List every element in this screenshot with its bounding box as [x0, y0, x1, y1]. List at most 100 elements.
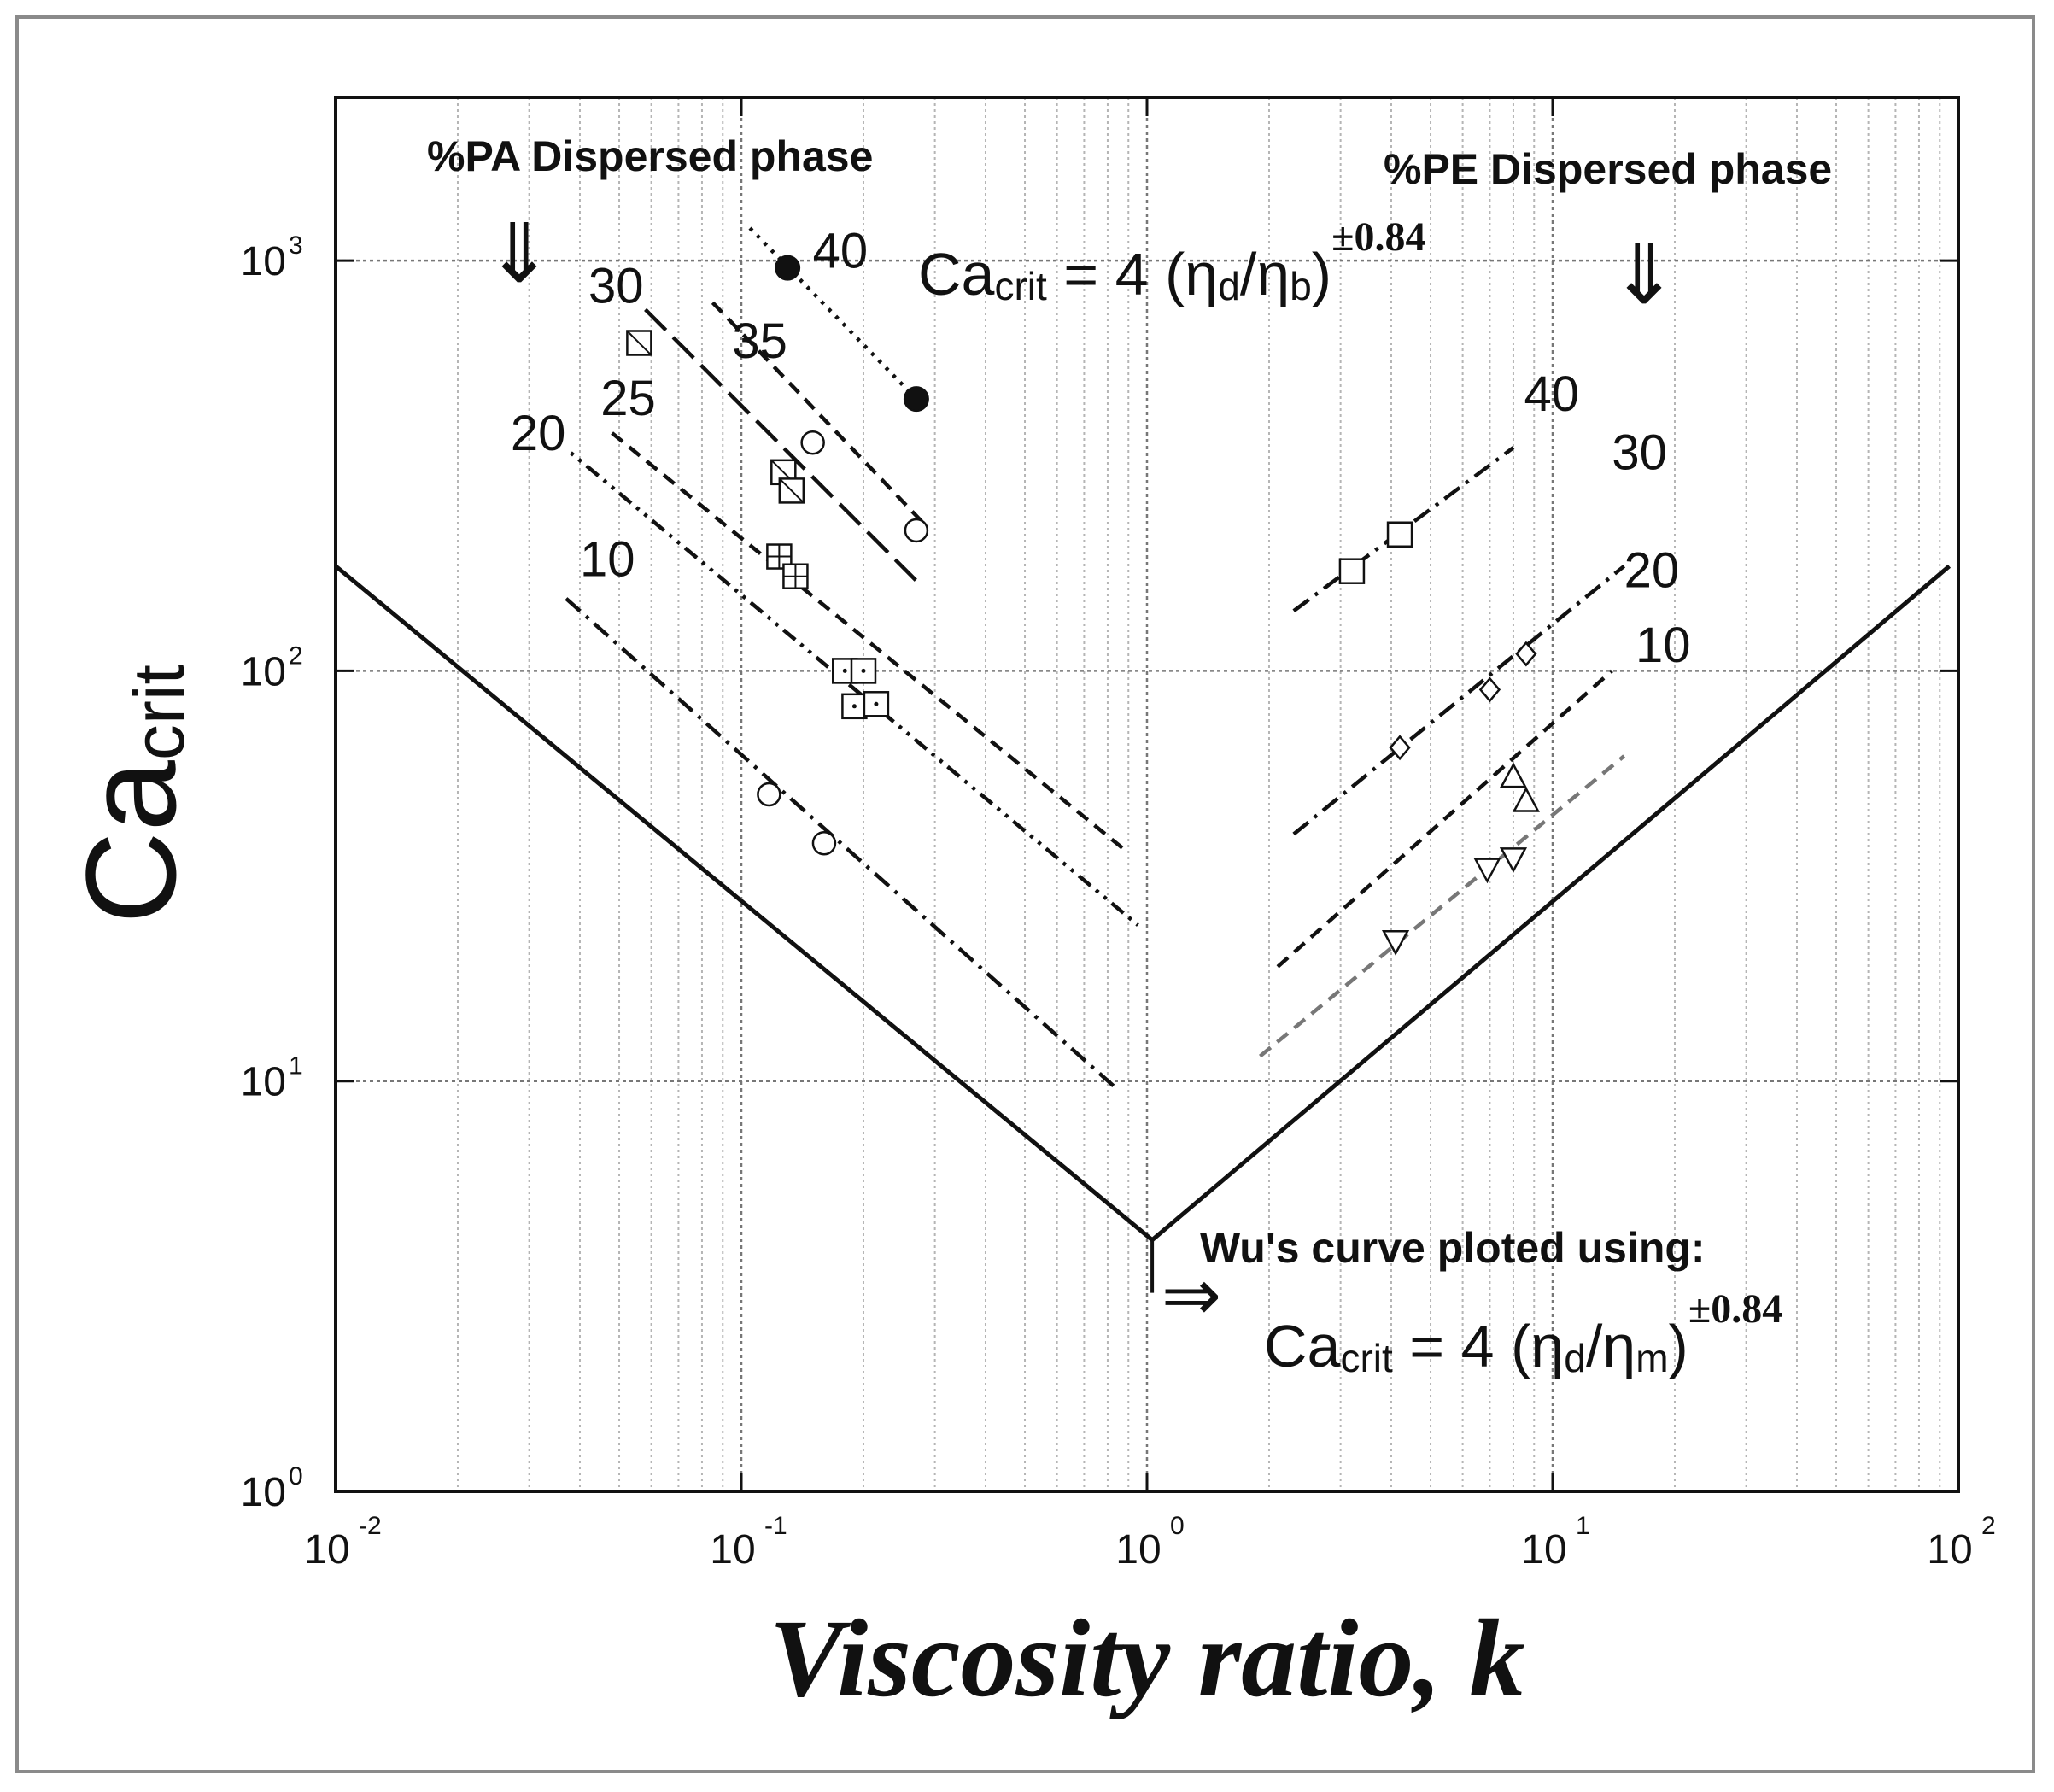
eq-sub-d: d [1564, 1336, 1586, 1380]
y-axis-label-sub: crit [119, 665, 199, 760]
series-pa-25: 25 [600, 371, 1130, 855]
series-pa-30: 30 [588, 258, 924, 589]
equation-blend: Cacrit = 4 (ηd/ηb)±0.84 [918, 214, 1425, 308]
y-tick-label: 10 [241, 649, 286, 694]
data-point-triangle-down [1473, 858, 1501, 884]
series-label: 25 [600, 371, 656, 426]
data-point-circle [800, 430, 825, 455]
eq-exponent: ±0.84 [1688, 1286, 1782, 1332]
data-point-triangle-up [1499, 762, 1528, 788]
series-label: 20 [1624, 542, 1680, 598]
pe-dispersed-title: %PE Dispersed phase [1384, 145, 1832, 193]
data-point-square-dot-dot [842, 668, 847, 673]
series-pa-35: 35 [711, 301, 929, 543]
wu-curve [336, 564, 1952, 1243]
eq-sub-d: d [1218, 264, 1240, 308]
data-point-diamond [1389, 735, 1411, 761]
pa-dispersed-title: %PA Dispersed phase [427, 132, 873, 180]
y-tick-label: 10 [241, 1060, 286, 1105]
series-label: 30 [1612, 425, 1667, 480]
data-point-square-slash-slash [779, 477, 805, 504]
series-line [1258, 754, 1626, 1058]
series-pa-10: 10 [565, 532, 1120, 1092]
series-pa-20: 20 [511, 406, 1139, 927]
eq-sub-m: m [1636, 1336, 1668, 1380]
eq-slash: /η [1240, 241, 1290, 307]
series-line [1292, 446, 1515, 613]
y-tick-exponent: 3 [289, 231, 303, 260]
x-tick-label: 10 [710, 1527, 755, 1572]
data-point-square-dot-dot [861, 668, 866, 673]
eq-sub-crit: crit [1340, 1336, 1393, 1380]
data-point-diamond [1478, 676, 1501, 703]
data-point-diamond [1515, 641, 1537, 667]
x-axis-label: Viscosity ratio, k [770, 1597, 1525, 1720]
data-point-square [1386, 521, 1413, 548]
series-label: 40 [813, 224, 869, 279]
y-axis-label: Cacrit [59, 665, 202, 924]
eq-ca: Ca [918, 241, 995, 307]
data-point-triangle-down [1381, 929, 1410, 956]
x-tick-label: 10 [1521, 1527, 1566, 1572]
wu-curve-line [336, 564, 1952, 1243]
eq-exponent: ±0.84 [1331, 214, 1425, 260]
eq-sub-b: b [1290, 264, 1312, 308]
x-tick-exponent: -2 [359, 1512, 382, 1540]
series-label: 10 [580, 532, 635, 588]
data-point-triangle-up [1512, 786, 1540, 812]
eq-mid: = 4 (η [1047, 241, 1218, 307]
x-tick-exponent: -1 [764, 1512, 787, 1540]
data-point-square-dot-dot [851, 704, 857, 709]
series-line [1276, 669, 1613, 969]
x-tick-exponent: 2 [1981, 1512, 1996, 1540]
pe-down-arrow: ⇓ [1610, 230, 1678, 321]
data-point-square-slash-slash [626, 330, 652, 356]
eq-close: ) [1312, 241, 1331, 307]
series-pe-20: 20 [1276, 542, 1680, 969]
series-line [569, 451, 1139, 927]
data-point-filled-circle [775, 255, 801, 281]
data-point-square [1338, 558, 1366, 584]
eq-mid: = 4 (η [1393, 1313, 1564, 1379]
y-tick-exponent: 0 [289, 1462, 303, 1490]
series-pe-10: 10 [1258, 618, 1691, 1058]
wu-curve-caption: Wu's curve ploted using: [1200, 1224, 1706, 1272]
data-point-filled-circle [903, 386, 929, 413]
data-point-circle [811, 830, 837, 856]
eq-close: ) [1669, 1313, 1688, 1379]
series-pe-30: 30 [1292, 425, 1667, 836]
series-label: 20 [511, 406, 566, 461]
series-label: 10 [1636, 618, 1691, 673]
series-label: 30 [588, 258, 644, 313]
series-label: 40 [1524, 366, 1579, 422]
series-label: 35 [732, 313, 787, 369]
y-tick-exponent: 1 [289, 1052, 303, 1080]
series-line [565, 597, 1120, 1092]
grid [336, 97, 1958, 1491]
series-line [644, 307, 924, 589]
y-tick-label: 10 [241, 1470, 286, 1515]
eq-sub-crit: crit [994, 264, 1047, 308]
eq-ca: Ca [1264, 1313, 1341, 1379]
y-tick-label: 10 [241, 239, 286, 284]
series-line [611, 431, 1130, 855]
data-point-triangle-down [1499, 847, 1528, 874]
data-point-square-dot-dot [874, 701, 879, 706]
y-tick-exponent: 2 [289, 641, 303, 670]
annotations: %PA Dispersed phase %PE Dispersed phase ⇓ ⇓… [427, 132, 1832, 1380]
pa-down-arrow: ⇓ [485, 208, 553, 300]
series-group: 10 20 25 30 35 40 40 30 20 10 [511, 224, 1691, 1092]
series-line [1292, 565, 1626, 836]
x-tick-label: 10 [304, 1527, 349, 1572]
x-tick-label: 10 [1927, 1527, 1972, 1572]
y-axis-label-main: Ca [59, 760, 202, 924]
x-tick-exponent: 0 [1170, 1512, 1185, 1540]
data-point-circle [757, 782, 781, 807]
x-tick-label: 10 [1115, 1527, 1161, 1572]
data-point-circle [904, 518, 929, 543]
eq-slash: /η [1586, 1313, 1636, 1379]
series-pe-40: 40 [1292, 366, 1579, 613]
